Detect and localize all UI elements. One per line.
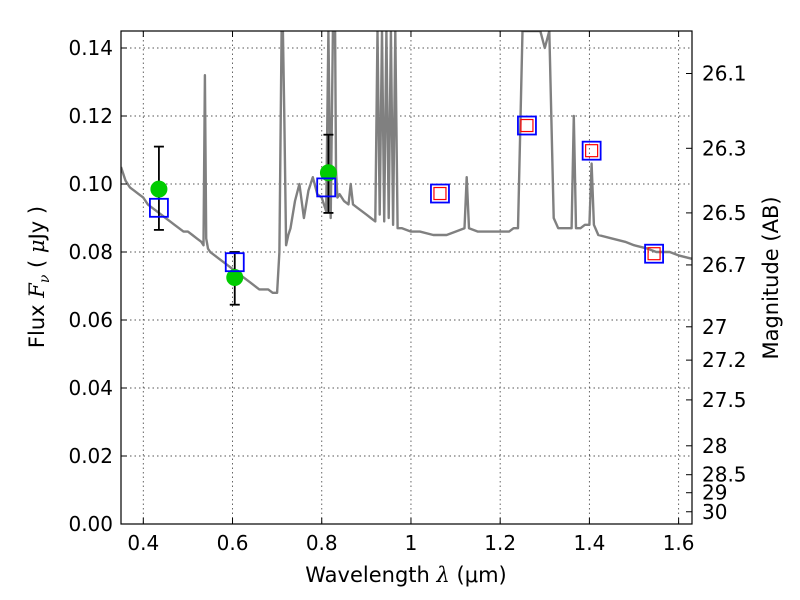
data-point-blue-square: [581, 140, 602, 161]
x-tick-label: 0.8: [306, 531, 338, 555]
data-point-blue-square: [430, 183, 450, 204]
y2-tick-label: 26.1: [702, 62, 747, 86]
y-tick-label: 0.14: [68, 36, 113, 60]
chart-series: [121, 31, 692, 306]
y2-tick-label: 30: [702, 500, 727, 524]
y2-tick-label: 26.7: [702, 253, 747, 277]
data-point-red-square: [520, 118, 534, 133]
y2-tick-label: 27.5: [702, 388, 747, 412]
y-tick-label: 0.02: [68, 444, 113, 468]
y-axis-label: Flux Fν ( μJy ): [25, 206, 53, 348]
data-point-blue-square: [316, 177, 337, 198]
y-tick-label: 0.08: [68, 240, 113, 264]
x-tick-label: 1.6: [663, 531, 695, 555]
y2-tick-label: 27: [702, 315, 727, 339]
data-point-blue-square: [644, 243, 664, 264]
y-tick-label: 0.04: [68, 376, 113, 400]
data-point-green: [226, 269, 244, 286]
data-point-green: [319, 164, 337, 182]
y2-tick-label: 28.5: [702, 463, 747, 487]
x-tick-label: 0.4: [127, 531, 159, 555]
data-point-blue-square: [149, 197, 169, 218]
y-tick-label: 0.00: [68, 512, 113, 536]
spectrum-line: [121, 31, 692, 294]
y2-tick-label: 26.5: [702, 201, 747, 225]
x-tick-label: 1.4: [573, 531, 605, 555]
y2-tick-label: 28: [702, 434, 727, 458]
y2-tick-label: 26.3: [702, 136, 747, 160]
data-point-red-square: [585, 144, 599, 158]
x-tick-label: 1: [405, 531, 418, 555]
x-tick-label: 0.6: [217, 531, 249, 555]
data-point-blue-square: [224, 252, 245, 273]
data-point-red-square: [433, 186, 447, 201]
data-point-red-square: [647, 247, 661, 261]
data-point-green: [150, 180, 168, 198]
y-tick-label: 0.06: [68, 308, 113, 332]
plot-frame: [120, 30, 693, 525]
x-tick-label: 1.2: [484, 531, 516, 555]
x-axis-label: Wavelength λ (μm): [305, 563, 506, 587]
y2-tick-label: 29: [702, 481, 727, 505]
data-point-blue-square: [517, 115, 537, 136]
y2-axis-label: Magnitude (AB): [759, 196, 783, 359]
series-group: [121, 31, 692, 306]
grid-lines: [121, 31, 692, 525]
y-tick-label: 0.10: [68, 172, 113, 196]
y-tick-label: 0.12: [68, 104, 113, 128]
axis-ticks: 0.4 0.6 0.8 1 1.2 1.4 1.6 0.00 0.02 0.04 0.06 0.08 0…: [68, 31, 747, 555]
y2-tick-label: 27.2: [702, 348, 747, 372]
